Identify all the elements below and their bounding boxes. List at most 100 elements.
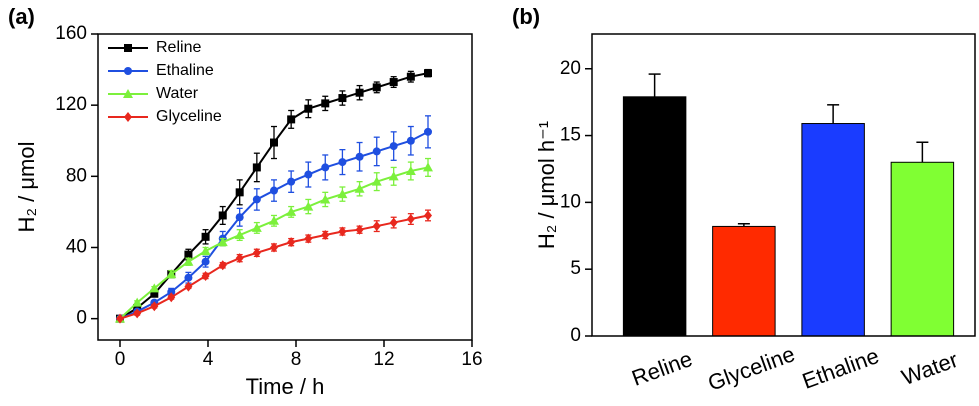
x-tick-label: Ethaline bbox=[799, 343, 882, 394]
marker bbox=[184, 281, 193, 292]
marker bbox=[355, 88, 364, 97]
marker bbox=[133, 308, 142, 319]
series-line bbox=[119, 214, 429, 320]
marker bbox=[184, 273, 193, 282]
marker bbox=[355, 152, 364, 161]
x-tick-label: Reline bbox=[628, 346, 695, 391]
x-tick-label: 4 bbox=[203, 349, 214, 370]
marker bbox=[124, 44, 132, 52]
marker bbox=[124, 67, 132, 75]
marker bbox=[321, 163, 330, 172]
marker bbox=[287, 177, 296, 186]
marker bbox=[252, 247, 261, 258]
y-axis-title: H₂ / μmol h⁻¹ bbox=[534, 121, 559, 249]
marker bbox=[217, 237, 228, 247]
marker bbox=[337, 189, 348, 199]
marker bbox=[270, 242, 278, 253]
marker bbox=[406, 214, 415, 225]
marker bbox=[321, 99, 330, 108]
marker bbox=[287, 237, 296, 248]
x-tick-label: Water bbox=[898, 347, 961, 390]
error-bar bbox=[648, 73, 661, 97]
marker bbox=[251, 222, 262, 232]
y-tick-label: 0 bbox=[570, 325, 581, 346]
marker bbox=[235, 188, 244, 197]
bar bbox=[801, 123, 865, 337]
marker bbox=[389, 217, 398, 228]
marker bbox=[132, 297, 143, 307]
legend-label: Glyceline bbox=[156, 108, 222, 125]
marker bbox=[286, 206, 297, 216]
y-tick-label: 80 bbox=[66, 165, 87, 186]
plot-frame bbox=[97, 33, 473, 341]
marker bbox=[304, 233, 313, 244]
marker bbox=[167, 287, 176, 296]
marker bbox=[201, 270, 210, 281]
marker bbox=[355, 224, 364, 235]
marker bbox=[287, 115, 296, 124]
marker bbox=[270, 186, 278, 195]
legend-label: Water bbox=[156, 85, 199, 102]
marker bbox=[405, 165, 416, 175]
bar bbox=[890, 161, 955, 337]
marker bbox=[235, 213, 244, 222]
marker bbox=[123, 89, 133, 98]
marker bbox=[388, 171, 399, 181]
y-tick-label: 10 bbox=[560, 191, 581, 212]
marker bbox=[371, 176, 382, 186]
x-tick-label: 0 bbox=[115, 349, 126, 370]
bar bbox=[622, 96, 687, 337]
marker bbox=[269, 215, 279, 225]
marker bbox=[183, 256, 194, 266]
marker bbox=[372, 83, 381, 92]
marker bbox=[389, 142, 398, 151]
panel-label: (a) bbox=[8, 4, 35, 29]
marker bbox=[338, 226, 347, 237]
panel-label: (b) bbox=[512, 4, 540, 29]
marker bbox=[184, 250, 193, 259]
x-tick-label: 12 bbox=[373, 349, 394, 370]
marker bbox=[321, 230, 330, 241]
y-tick-label: 120 bbox=[55, 94, 87, 115]
marker bbox=[372, 221, 381, 232]
marker bbox=[218, 260, 227, 271]
bar bbox=[712, 225, 776, 337]
legend-label: Reline bbox=[156, 39, 201, 56]
marker bbox=[389, 78, 398, 87]
y-tick-label: 40 bbox=[66, 237, 87, 258]
y-tick-label: 5 bbox=[570, 258, 581, 279]
x-axis-title: Time / h bbox=[246, 374, 325, 399]
marker bbox=[235, 253, 244, 264]
marker bbox=[234, 230, 245, 240]
y-tick-label: 160 bbox=[55, 23, 87, 44]
marker bbox=[201, 257, 210, 266]
marker bbox=[338, 158, 347, 167]
x-tick-label: 8 bbox=[291, 349, 302, 370]
marker bbox=[149, 283, 160, 293]
marker bbox=[338, 94, 347, 103]
marker bbox=[150, 301, 159, 312]
y-tick-label: 20 bbox=[560, 58, 581, 79]
marker bbox=[304, 170, 313, 179]
error-bar bbox=[916, 141, 929, 163]
marker bbox=[150, 289, 159, 298]
marker bbox=[424, 210, 432, 221]
marker bbox=[372, 147, 381, 156]
marker bbox=[270, 138, 278, 147]
marker bbox=[252, 195, 261, 204]
marker bbox=[200, 246, 211, 256]
legend-label: Ethaline bbox=[156, 62, 214, 79]
marker bbox=[252, 163, 261, 172]
x-tick-label: 16 bbox=[461, 349, 482, 370]
marker bbox=[424, 69, 432, 78]
error-bar bbox=[827, 104, 840, 124]
y-tick-label: 0 bbox=[76, 308, 87, 329]
marker bbox=[406, 136, 415, 145]
plot-frame bbox=[591, 33, 976, 337]
x-tick-label: Glyceline bbox=[705, 341, 799, 395]
marker bbox=[167, 292, 176, 303]
marker bbox=[116, 313, 124, 324]
marker bbox=[406, 72, 415, 81]
marker bbox=[201, 232, 210, 241]
y-tick-label: 15 bbox=[560, 125, 581, 146]
